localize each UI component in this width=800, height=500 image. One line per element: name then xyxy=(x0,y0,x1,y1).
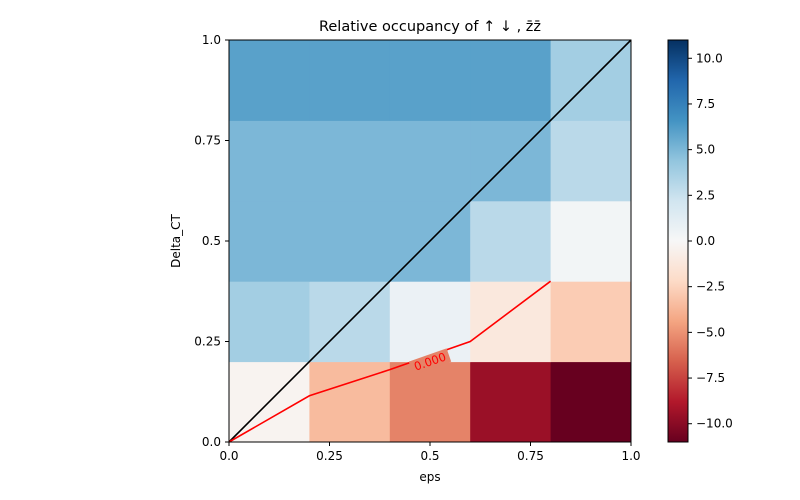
colorbar-tick-label: −7.5 xyxy=(696,371,725,385)
y-tick-label: 0.75 xyxy=(194,134,221,148)
colorbar-tick-label: 7.5 xyxy=(696,97,715,111)
heatmap-cell xyxy=(229,120,310,202)
heatmap-cell xyxy=(229,200,310,282)
x-tick-label: 0.5 xyxy=(420,449,439,463)
heatmap-cells xyxy=(229,40,632,443)
colorbar-tick-label: 5.0 xyxy=(696,143,715,157)
heatmap-cell xyxy=(309,361,391,443)
heatmap-cell xyxy=(550,120,632,202)
heatmap-cell xyxy=(470,40,552,121)
heatmap-cell xyxy=(550,281,632,363)
diagonal-line xyxy=(228,39,632,443)
x-tick-label: 0.25 xyxy=(316,449,343,463)
heatmap-cell xyxy=(309,200,391,282)
heatmap-cell xyxy=(229,40,310,121)
heatmap-cell xyxy=(389,281,471,363)
colorbar: 10.0 7.5 5.0 2.5 0.0 −2.5 −5.0 −7.5 −10.0 xyxy=(667,39,733,443)
y-tick-label: 0.0 xyxy=(202,435,221,449)
colorbar-tick-label: 2.5 xyxy=(696,188,715,202)
colorbar-tick-label: −10.0 xyxy=(696,417,733,431)
colorbar-gradient xyxy=(667,39,689,443)
heatmap-cell xyxy=(470,281,552,363)
heatmap-cell xyxy=(470,200,552,282)
contour-line xyxy=(228,280,552,443)
colorbar-tick-label: −5.0 xyxy=(696,325,725,339)
x-tick-label: 0.0 xyxy=(219,449,238,463)
colorbar-tick-label: −2.5 xyxy=(696,280,725,294)
heatmap-cell xyxy=(550,361,632,443)
heatmap-cell xyxy=(229,281,310,363)
y-axis: 0.0 0.25 0.5 0.75 1.0 xyxy=(194,33,229,449)
chart-title: Relative occupancy of ↑ ↓ , z̄z̄ xyxy=(319,19,541,35)
y-tick-label: 0.5 xyxy=(202,234,221,248)
y-tick-label: 1.0 xyxy=(202,33,221,47)
heatmap-cell xyxy=(470,361,552,443)
colorbar-tick-label: 10.0 xyxy=(696,51,723,65)
heatmap-cell xyxy=(389,120,471,202)
x-tick-label: 0.75 xyxy=(517,449,544,463)
y-axis-label: Delta_CT xyxy=(169,213,183,267)
x-tick-label: 1.0 xyxy=(621,449,640,463)
heatmap-cell xyxy=(309,40,391,121)
heatmap-cell xyxy=(309,120,391,202)
x-axis: 0.0 0.25 0.5 0.75 1.0 xyxy=(219,442,641,463)
y-tick-label: 0.25 xyxy=(194,335,221,349)
diagonal-line-group xyxy=(228,39,632,443)
colorbar-tick-label: 0.0 xyxy=(696,234,715,248)
heatmap-cell xyxy=(550,200,632,282)
contour-label-background xyxy=(408,348,452,375)
heatmap-cell xyxy=(389,40,471,121)
x-axis-label: eps xyxy=(419,470,440,484)
heatmap-cell xyxy=(389,361,471,443)
